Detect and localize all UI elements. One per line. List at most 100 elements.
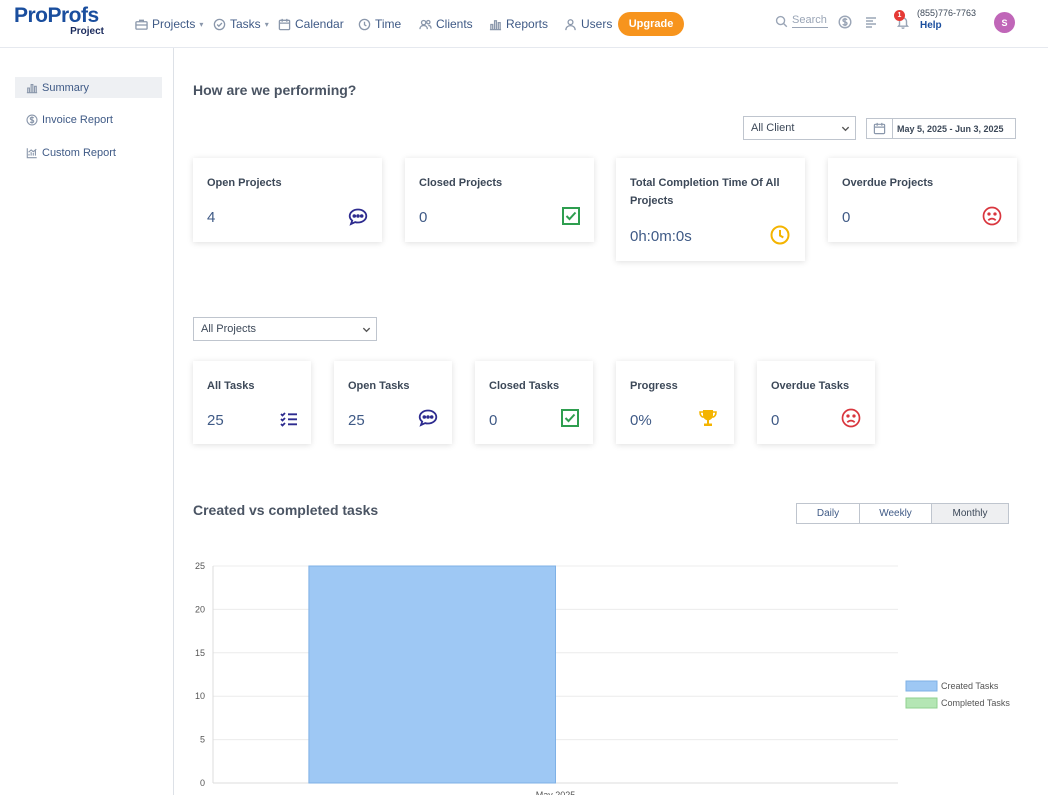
- performance-heading: How are we performing?: [193, 82, 357, 98]
- sad-face-icon: [981, 205, 1003, 227]
- project-select-value: All Projects: [201, 323, 257, 335]
- card-value: 0: [419, 209, 428, 226]
- card-all-tasks: All Tasks 25: [193, 361, 311, 444]
- search-input[interactable]: [792, 14, 828, 28]
- nav-label: Tasks: [230, 17, 261, 31]
- check-circle-icon: [213, 18, 226, 30]
- chevron-down-icon: [841, 124, 850, 132]
- card-value: 0%: [630, 412, 652, 429]
- menu-lines-icon[interactable]: [864, 15, 878, 29]
- project-select[interactable]: All Projects: [193, 317, 377, 341]
- logo-brand: ProProfs: [14, 4, 99, 27]
- list-check-icon: [278, 408, 300, 430]
- nav-label: Time: [375, 17, 402, 31]
- chat-icon: [417, 407, 439, 429]
- caret-down-icon: ▾: [264, 19, 269, 29]
- card-value: 0: [489, 412, 498, 429]
- bar-chart-icon: [489, 19, 502, 30]
- calendar-icon: [278, 18, 291, 30]
- sidebar-item-label: Summary: [42, 81, 90, 94]
- clock-icon: [769, 224, 791, 246]
- sidebar-item-label: Invoice Report: [42, 113, 113, 126]
- toggle-daily[interactable]: Daily: [797, 504, 860, 523]
- nav-label: Reports: [506, 17, 549, 31]
- nav-users[interactable]: Users: [564, 16, 612, 32]
- avatar[interactable]: S: [994, 12, 1015, 33]
- search-icon[interactable]: [775, 15, 788, 28]
- card-label: Closed Projects: [419, 177, 503, 189]
- y-tick-label: 20: [195, 604, 205, 614]
- sidebar-item-summary[interactable]: Summary: [15, 77, 162, 98]
- y-tick-label: 25: [195, 561, 205, 571]
- card-overdue-projects: Overdue Projects 0: [828, 158, 1017, 242]
- search-box: [775, 14, 828, 28]
- sidebar-item-invoice-report[interactable]: Invoice Report: [15, 109, 162, 130]
- nav-label: Users: [581, 17, 613, 31]
- period-toggle: Daily Weekly Monthly: [796, 503, 1009, 524]
- legend-swatch: [905, 697, 938, 709]
- checkbox-icon: [559, 407, 581, 429]
- card-progress: Progress 0%: [616, 361, 734, 444]
- caret-down-icon: ▾: [199, 19, 204, 29]
- card-label: Open Projects: [207, 177, 282, 189]
- client-select-value: All Client: [751, 122, 795, 134]
- nav-clients[interactable]: Clients: [419, 16, 473, 32]
- y-tick-label: 5: [200, 735, 205, 745]
- bar-chart-icon: [26, 83, 38, 93]
- dollar-circle-icon[interactable]: [838, 15, 852, 29]
- sidebar-item-custom-report[interactable]: Custom Report: [15, 142, 162, 163]
- sidebar-item-label: Custom Report: [42, 146, 116, 159]
- notification-badge: 1: [894, 10, 905, 21]
- date-range-picker[interactable]: May 5, 2025 - Jun 3, 2025: [866, 118, 1016, 139]
- logo-sub: Project: [70, 26, 104, 37]
- card-open-projects: Open Projects 4: [193, 158, 382, 242]
- card-open-tasks: Open Tasks 25: [334, 361, 452, 444]
- toggle-weekly[interactable]: Weekly: [860, 504, 932, 523]
- upgrade-button[interactable]: Upgrade: [618, 12, 684, 36]
- chevron-down-icon: [362, 325, 371, 333]
- sad-face-icon: [840, 407, 862, 429]
- calendar-icon: [867, 119, 893, 138]
- sidebar: Summary Invoice Report Custom Report: [0, 48, 174, 795]
- card-value: 0h:0m:0s: [630, 228, 692, 245]
- card-label: Open Tasks: [348, 380, 410, 392]
- card-label: Closed Tasks: [489, 380, 560, 392]
- card-value: 0: [771, 412, 780, 429]
- nav-projects[interactable]: Projects ▾: [135, 16, 203, 32]
- card-label: Total Completion Time Of All Projects: [630, 177, 780, 207]
- help-link[interactable]: Help: [920, 20, 942, 31]
- chat-icon: [347, 206, 369, 228]
- legend-swatch: [905, 680, 938, 692]
- card-label: Progress: [630, 380, 678, 392]
- checkbox-icon: [560, 205, 582, 227]
- card-value: 4: [207, 209, 216, 226]
- users-icon: [419, 19, 432, 29]
- briefcase-icon: [135, 19, 148, 30]
- clock-icon: [358, 18, 371, 30]
- dollar-icon: [26, 113, 38, 126]
- nav-tasks[interactable]: Tasks ▾: [213, 16, 269, 32]
- y-tick-label: 0: [200, 778, 205, 788]
- card-closed-tasks: Closed Tasks 0: [475, 361, 593, 444]
- nav-label: Projects: [152, 17, 196, 31]
- proprofs-logo[interactable]: ProProfs Project: [14, 4, 110, 40]
- phone-number: (855)776-7763: [917, 8, 977, 18]
- card-overdue-tasks: Overdue Tasks 0: [757, 361, 875, 444]
- bar-created-tasks: [308, 565, 557, 784]
- client-select[interactable]: All Client: [743, 116, 856, 140]
- nav-calendar[interactable]: Calendar: [278, 16, 344, 32]
- top-navigation-bar: ProProfs Project Projects ▾ Tasks ▾ Calend…: [0, 0, 1048, 48]
- date-range-value: May 5, 2025 - Jun 3, 2025: [897, 123, 1004, 134]
- card-value: 0: [842, 209, 851, 226]
- nav-time[interactable]: Time: [358, 16, 401, 32]
- trophy-icon: [697, 407, 719, 429]
- legend-label: Created Tasks: [941, 681, 999, 691]
- card-label: Overdue Projects: [842, 177, 934, 189]
- chart-heading: Created vs completed tasks: [193, 502, 379, 518]
- line-chart-icon: [26, 147, 37, 158]
- y-tick-label: 15: [195, 648, 205, 658]
- toggle-monthly[interactable]: Monthly: [932, 504, 1008, 523]
- nav-label: Clients: [436, 17, 473, 31]
- nav-reports[interactable]: Reports: [489, 16, 548, 32]
- chart-svg: 0 5 10 15 20 25 May 2025 Created Tasks Completed…: [195, 561, 1010, 795]
